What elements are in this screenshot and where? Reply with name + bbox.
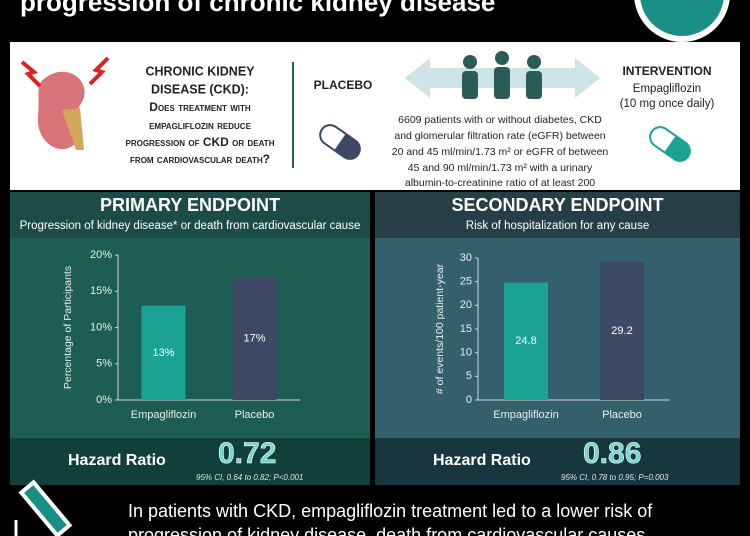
y-tick-label: 25 <box>460 276 472 288</box>
panel-header <box>375 192 740 238</box>
logo <box>640 0 724 36</box>
value-label: 24.8 <box>515 335 536 347</box>
people-icon <box>462 51 542 99</box>
alert-icon <box>20 60 42 88</box>
conclusion-line: In patients with CKD, empagliflozin trea… <box>128 501 653 521</box>
y-axis-label: Percentage of Participants <box>62 266 74 389</box>
panel-title: SECONDARY ENDPOINT <box>451 195 663 215</box>
y-tick-label: 30 <box>460 252 472 264</box>
y-tick-label: 0% <box>96 394 112 406</box>
population-line: 6609 patients with or without diabetes, … <box>398 114 602 126</box>
hazard-label: Hazard Ratio <box>433 452 531 469</box>
pen-icon <box>18 479 73 536</box>
panel-subtitle: Progression of kidney disease* or death … <box>20 220 361 232</box>
population-line: and glomerular filtration rate (eGFR) be… <box>394 130 605 142</box>
hazard-ci: 95% CI, 0.64 to 0.82; P<0.001 <box>196 473 303 482</box>
value-label: 13% <box>152 347 174 359</box>
panel-header <box>10 192 370 238</box>
y-tick-label: 0 <box>466 394 472 406</box>
intervention-drug: Empagliflozin <box>633 83 701 95</box>
question-line: from cardiovascular death? <box>130 152 270 166</box>
intervention-dose: (10 mg once daily) <box>620 98 715 110</box>
hazard-ci: 95% CI, 0.78 to 0.95; P=0.003 <box>561 473 669 482</box>
y-tick-label: 15 <box>460 323 472 335</box>
hazard-band <box>10 438 370 485</box>
y-tick-label: 20% <box>90 249 112 261</box>
intervention-title: INTERVENTION <box>622 64 711 78</box>
question-line: Does treatment with <box>149 100 251 114</box>
population-line: 20 and 45 ml/min/1.73 m² or eGFR of betw… <box>392 146 609 158</box>
chart-area <box>10 238 370 438</box>
population-line: 45 and 90 ml/min/1.73 m² with a urinary <box>408 162 593 174</box>
panel-title: PRIMARY ENDPOINT <box>100 195 280 215</box>
intervention-pill <box>649 126 691 162</box>
bar <box>141 305 186 400</box>
intro-panel <box>10 42 740 190</box>
bar <box>600 261 644 400</box>
population-line: albumin-to-creatinine ratio of at least … <box>405 177 595 189</box>
x-tick-label: Placebo <box>235 409 275 421</box>
panel-subtitle: Risk of hospitalization for any cause <box>466 220 649 232</box>
question-line: progression of CKD or death <box>126 135 275 149</box>
conclusion-line: progression of kidney disease, death fro… <box>128 525 645 536</box>
y-tick-label: 15% <box>90 285 112 297</box>
placebo-pill <box>319 124 361 160</box>
question-heading: DISEASE (CKD): <box>151 82 249 96</box>
hazard-label: Hazard Ratio <box>68 452 166 469</box>
y-axis-label: # of events/100 patient-year <box>434 263 446 394</box>
y-tick-label: 20 <box>460 299 472 311</box>
x-tick-label: Empagliflozin <box>131 409 196 421</box>
x-tick-label: Empagliflozin <box>493 409 558 421</box>
hazard-band <box>375 438 740 485</box>
y-tick-label: 10 <box>460 347 472 359</box>
y-tick-label: 5 <box>466 370 472 382</box>
value-label: 17% <box>243 332 265 344</box>
value-label: 29.2 <box>611 325 632 337</box>
chart-area <box>375 238 740 438</box>
question-line: empagliflozin reduce <box>149 118 252 132</box>
x-tick-label: Placebo <box>602 409 642 421</box>
kidney-ureter <box>62 108 84 150</box>
bar <box>504 282 548 400</box>
placebo-label: PLACEBO <box>314 78 373 92</box>
header-title: progression of chronic kidney disease <box>20 0 495 17</box>
y-tick-label: 10% <box>90 321 112 333</box>
hazard-value: 0.86 <box>583 437 641 470</box>
y-tick-label: 5% <box>96 358 112 370</box>
question-heading: CHRONIC KIDNEY <box>145 64 255 78</box>
alert-icon <box>88 56 110 86</box>
hazard-value: 0.72 <box>218 437 276 470</box>
bar <box>232 276 277 400</box>
